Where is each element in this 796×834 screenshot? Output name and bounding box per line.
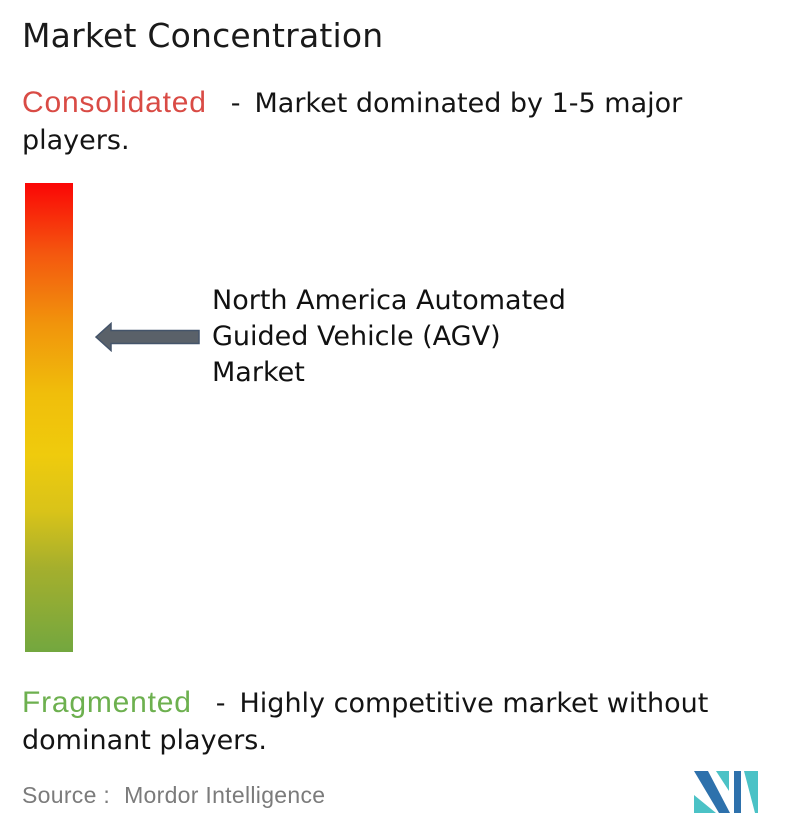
market-name-line: Market [212,357,305,388]
source-value: Mordor Intelligence [124,782,326,808]
fragmented-description: Highly competitive market without domina… [22,688,709,756]
source-note: Source : Mordor Intelligence [22,782,325,809]
fragmented-line: Fragmented - Highly competitive market wit… [22,684,794,759]
source-label: Source : [22,782,111,808]
consolidated-term: Consolidated [22,86,207,119]
consolidated-description: Market dominated by 1-5 major players. [22,88,683,156]
concentration-gradient-bar [25,183,73,652]
fragmented-separator: - [215,688,226,719]
fragmented-term: Fragmented [22,686,192,719]
consolidated-line: Consolidated - Market dominated by 1-5 maj… [22,84,784,159]
market-name-label: North America Automated Guided Vehicle (… [212,283,566,391]
consolidated-separator: - [230,88,241,119]
figure-title: Market Concentration [22,16,384,55]
left-arrow-icon [95,322,200,352]
market-name-line: Guided Vehicle (AGV) [212,321,501,352]
market-name-line: North America Automated [212,285,566,316]
mordor-intelligence-logo [694,771,758,813]
